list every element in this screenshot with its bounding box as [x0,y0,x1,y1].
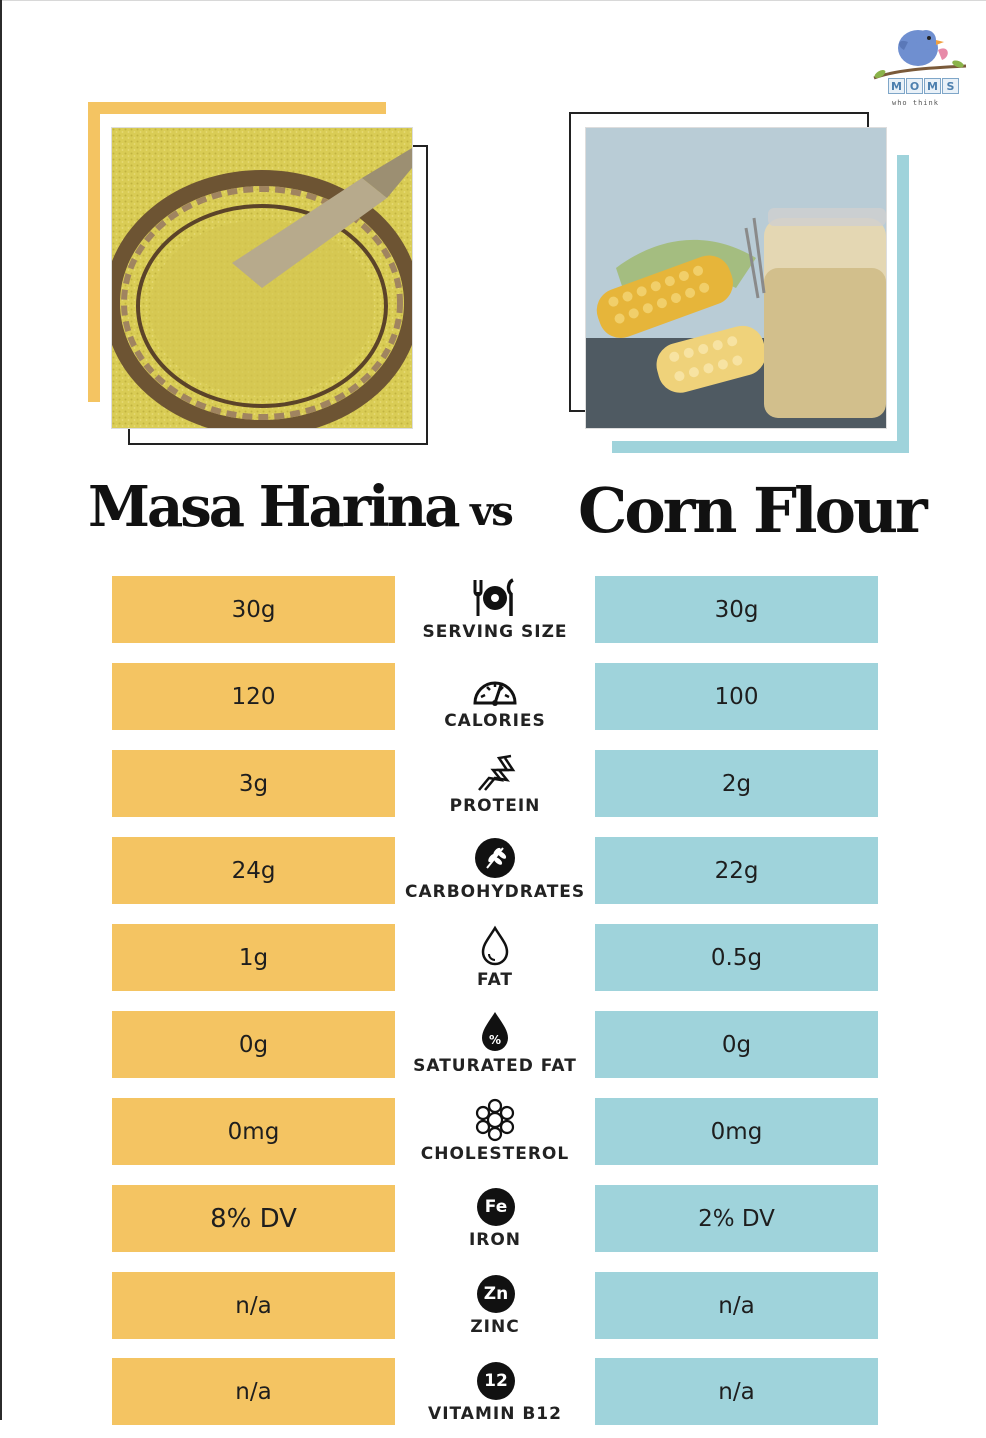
molecule-icon [475,1098,515,1142]
protein-label: PROTEIN [449,796,541,816]
drop-icon [481,925,509,966]
vitamin-b12-row-label: 12 VITAMIN B12 [405,1358,585,1438]
masa-serving-size-value: 30g [112,576,395,643]
masa-saturated-fat-value: 0g [112,1011,395,1078]
corn-frame-accent [612,155,909,453]
zn-badge-icon: Zn [477,1275,515,1313]
iron-row-label: Fe IRON [405,1184,585,1264]
zinc-label: ZINC [470,1317,520,1337]
logo-letter-blocks: M O M S [888,78,959,94]
logo-letter: S [942,78,959,94]
carbohydrates-label: CARBOHYDRATES [405,882,586,902]
cholesterol-label: CHOLESTEROL [420,1144,570,1164]
corn-iron-value: 2% DV [595,1185,878,1252]
svg-text:%: % [489,1033,501,1047]
corn-flour-photo [586,128,886,428]
serving-size-label: SERVING SIZE [422,622,568,642]
masa-zinc-value: n/a [112,1272,395,1339]
corn-zinc-value: n/a [595,1272,878,1339]
b12-badge-icon: 12 [477,1362,515,1400]
masa-iron-value: 8% DV [112,1185,395,1252]
iron-label: IRON [468,1230,522,1250]
logo-tagline: who think [892,99,939,107]
fe-badge-icon: Fe [477,1188,515,1226]
protein-chain-icon [478,754,516,791]
logo-letter: M [888,78,905,94]
serving-size-row-label: SERVING SIZE [405,576,585,656]
calories-row-label: CALORIES [405,665,585,745]
saturated-fat-row-label: % SATURATED FAT [405,1010,585,1090]
calories-label: CALORIES [444,711,546,731]
utensils-plate-icon [473,578,514,616]
masa-frame-accent [88,102,386,402]
top-border [0,0,986,1]
masa-calories-value: 120 [112,663,395,730]
moms-who-think-logo[interactable]: M O M S who think [866,20,970,112]
corn-protein-value: 2g [595,750,878,817]
vitamin-b12-label: VITAMIN B12 [428,1404,562,1424]
corn-flour-title: Corn Flour [578,474,928,547]
masa-fat-value: 1g [112,924,395,991]
wheat-icon [475,838,515,878]
logo-letter: O [906,78,923,94]
left-border [0,0,2,1420]
cholesterol-row-label: CHOLESTEROL [405,1098,585,1178]
corn-calories-value: 100 [595,663,878,730]
masa-cholesterol-value: 0mg [112,1098,395,1165]
logo-letter: M [924,78,941,94]
zinc-row-label: Zn ZINC [405,1271,585,1351]
percent-drop-icon: % [482,1012,508,1051]
masa-protein-value: 3g [112,750,395,817]
bird-icon [873,30,967,80]
masa-carbohydrates-value: 24g [112,837,395,904]
fat-row-label: FAT [405,924,585,1004]
corn-fat-value: 0.5g [595,924,878,991]
fat-label: FAT [476,970,514,990]
masa-vitamin-b12-value: n/a [112,1358,395,1425]
carbohydrates-row-label: CARBOHYDRATES [405,836,585,916]
masa-harina-title: Masa Harina [88,474,461,540]
corn-vitamin-b12-value: n/a [595,1358,878,1425]
corn-saturated-fat-value: 0g [595,1011,878,1078]
protein-row-label: PROTEIN [405,750,585,830]
saturated-fat-label: SATURATED FAT [413,1056,577,1076]
masa-harina-photo [112,128,412,428]
vs-label: vs [470,488,514,535]
gauge-icon [473,681,517,706]
corn-serving-size-value: 30g [595,576,878,643]
corn-carbohydrates-value: 22g [595,837,878,904]
corn-cholesterol-value: 0mg [595,1098,878,1165]
